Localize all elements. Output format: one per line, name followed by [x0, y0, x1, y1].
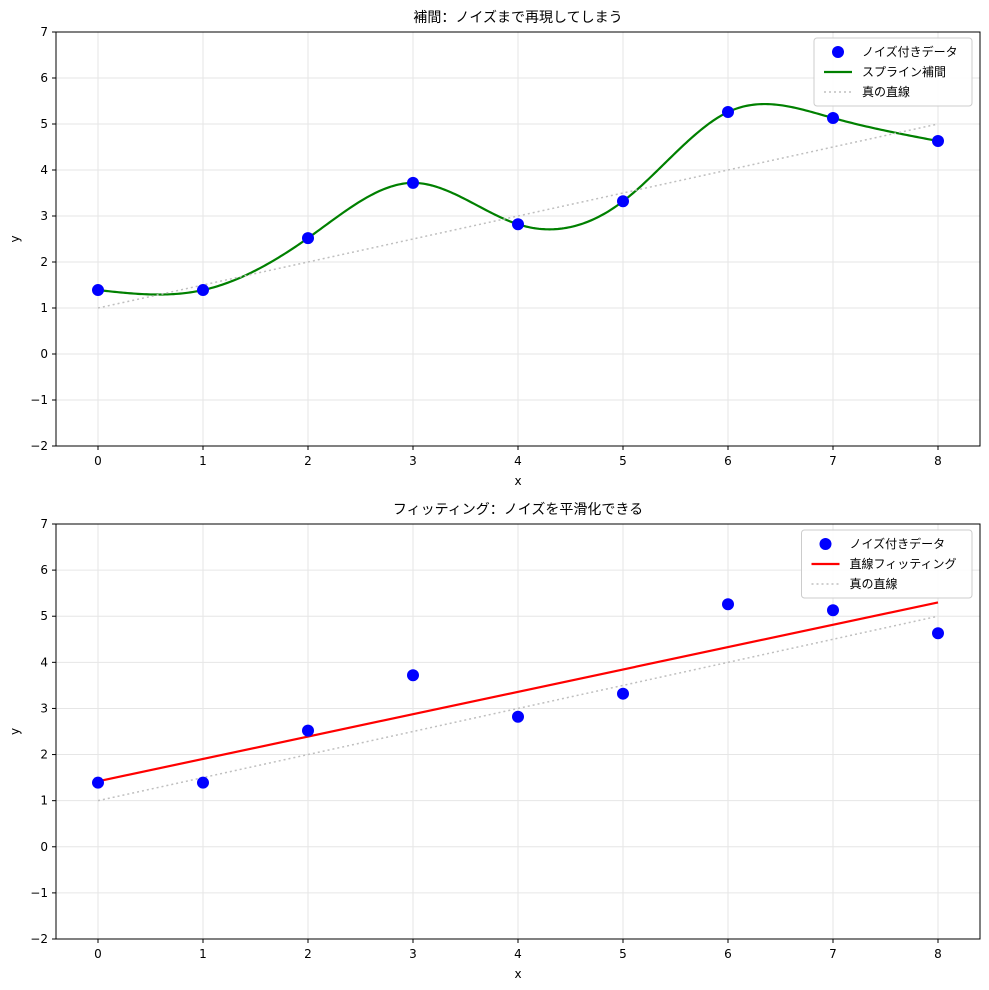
- x-tick-label: 5: [619, 947, 627, 961]
- x-tick-label: 1: [199, 454, 207, 468]
- data-point: [407, 176, 419, 189]
- x-axis-label: x: [514, 967, 521, 981]
- legend-label: スプライン補間: [862, 65, 946, 79]
- true-line: [97, 615, 939, 802]
- chart-title: フィッティング：ノイズを平滑化できる: [393, 501, 643, 518]
- y-tick-label: 6: [40, 71, 48, 85]
- data-point: [722, 106, 734, 119]
- x-tick-label: 5: [619, 454, 627, 468]
- data-point: [302, 724, 314, 737]
- chart-title: 補間：ノイズまで再現してしまう: [413, 10, 622, 26]
- data-point: [92, 284, 104, 297]
- x-tick-label: 6: [724, 454, 732, 468]
- x-tick-label: 7: [829, 454, 837, 468]
- y-axis-label: y: [8, 728, 22, 735]
- data-point: [617, 195, 629, 208]
- data-point: [827, 604, 839, 617]
- legend-label: 真の直線: [862, 84, 910, 99]
- x-tick-label: 2: [304, 454, 312, 468]
- y-tick-label: 5: [40, 117, 48, 131]
- y-axis-label: y: [8, 235, 22, 242]
- x-tick-label: 0: [94, 454, 102, 468]
- x-tick-label: 7: [829, 947, 837, 961]
- x-tick-label: 3: [409, 947, 417, 961]
- x-tick-label: 4: [514, 454, 522, 468]
- x-tick-label: 2: [304, 947, 312, 961]
- y-tick-label: 4: [40, 163, 48, 177]
- legend-marker-scatter: [819, 538, 832, 550]
- data-point: [827, 112, 839, 125]
- chart-panel-2: 0 1 2 3 4 5 6 7 8 −2 −1 0 1 2 3 4 5 6 7 フィッティング：ノイズを平滑化できる x…: [8, 501, 981, 981]
- legend-label: ノイズ付きデータ: [862, 44, 958, 59]
- x-tick-label: 6: [724, 947, 732, 961]
- y-tick-label: 3: [40, 209, 48, 223]
- y-tick-label: −2: [30, 932, 48, 946]
- data-point: [617, 687, 629, 700]
- y-tick-label: 1: [40, 301, 48, 315]
- x-tick-label: 1: [199, 947, 207, 961]
- data-point: [197, 284, 209, 297]
- y-tick-label: 7: [40, 25, 48, 39]
- data-point: [932, 135, 944, 148]
- legend-box: [801, 529, 973, 599]
- legend-label: 直線フィッティング: [850, 556, 957, 571]
- data-point: [512, 218, 524, 231]
- x-axis-label: x: [514, 474, 521, 488]
- legend-label: ノイズ付きデータ: [850, 536, 946, 551]
- x-tick-label: 8: [934, 947, 942, 961]
- legend-box: [813, 37, 973, 107]
- y-tick-label: 6: [40, 563, 48, 577]
- x-tick-label: 0: [94, 947, 102, 961]
- legend-label: 真の直線: [850, 576, 898, 591]
- data-point: [407, 669, 419, 682]
- y-tick-label: 7: [40, 517, 48, 531]
- data-point: [722, 598, 734, 611]
- y-tick-label: −2: [30, 439, 48, 453]
- y-tick-label: 5: [40, 609, 48, 623]
- data-point: [512, 710, 524, 723]
- data-point: [197, 776, 209, 789]
- x-tick-label: 4: [514, 947, 522, 961]
- data-point: [302, 232, 314, 245]
- x-tick-label: 8: [934, 454, 942, 468]
- legend-marker-scatter: [832, 46, 844, 58]
- x-tick-label: 3: [409, 454, 417, 468]
- y-tick-label: 0: [40, 347, 48, 361]
- y-tick-label: 0: [40, 840, 48, 854]
- y-tick-label: 3: [40, 701, 48, 715]
- fit-line: [97, 601, 939, 783]
- true-line: [97, 123, 939, 309]
- y-tick-label: 2: [40, 255, 48, 269]
- data-point: [932, 627, 944, 640]
- y-tick-label: 1: [40, 794, 48, 808]
- y-tick-label: 4: [40, 655, 48, 669]
- data-point: [92, 776, 104, 789]
- y-tick-label: −1: [30, 393, 48, 407]
- chart-panel-1: 0 1 2 3 4 5 6 7 8 −2 −1 0 1 2 3 4 5 6 7 補間：ノイズまで再現してしまう x y ノイ…: [8, 10, 981, 488]
- y-tick-label: 2: [40, 748, 48, 762]
- y-tick-label: −1: [30, 886, 48, 900]
